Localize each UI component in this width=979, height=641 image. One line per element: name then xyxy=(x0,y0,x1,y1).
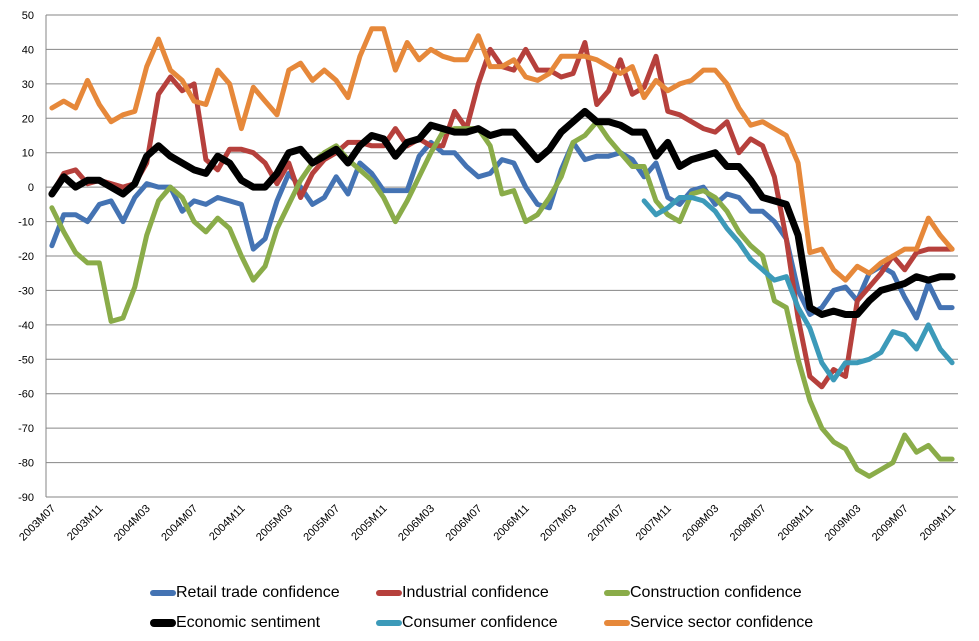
legend-row-1: Retail trade confidence Industrial confi… xyxy=(150,578,850,608)
y-tick-label: -30 xyxy=(18,285,34,297)
legend-swatch-economic xyxy=(150,619,176,627)
x-tick-label: 2007M11 xyxy=(634,503,674,543)
legend-label-service: Service sector confidence xyxy=(630,614,814,631)
y-tick-label: 30 xyxy=(22,79,34,91)
x-tick-label: 2007M07 xyxy=(586,503,627,544)
y-tick-label: -10 xyxy=(18,217,34,229)
legend-label-economic: Economic sentiment xyxy=(176,614,321,631)
x-tick-label: 2008M07 xyxy=(728,503,769,544)
legend-swatch-construction xyxy=(604,590,630,596)
x-tick-label: 2009M03 xyxy=(823,503,864,544)
legend-label-retail: Retail trade confidence xyxy=(176,584,340,601)
x-tick-label: 2004M07 xyxy=(159,503,200,544)
legend-item-retail: Retail trade confidence xyxy=(150,584,376,602)
series-line-economic-sentiment xyxy=(48,107,956,318)
series-line-service-sector-confidence xyxy=(49,26,955,283)
y-tick-label: -50 xyxy=(18,354,34,366)
series-line-construction-confidence xyxy=(49,119,955,479)
legend-item-industrial: Industrial confidence xyxy=(376,584,604,602)
legend-swatch-retail xyxy=(150,590,176,596)
y-tick-label: 10 xyxy=(22,148,34,160)
x-tick-label: 2007M03 xyxy=(538,503,579,544)
x-tick-label: 2004M03 xyxy=(112,503,153,544)
legend-label-consumer: Consumer confidence xyxy=(402,614,558,631)
legend-item-consumer: Consumer confidence xyxy=(376,614,604,632)
y-tick-label: -80 xyxy=(18,458,34,470)
y-tick-label: -20 xyxy=(18,251,34,263)
legend-label-industrial: Industrial confidence xyxy=(402,584,549,601)
x-tick-label: 2006M03 xyxy=(396,503,437,544)
x-tick-label: 2005M07 xyxy=(301,503,342,544)
y-tick-label: 20 xyxy=(22,113,34,125)
legend-swatch-consumer xyxy=(376,620,402,626)
series-line-retail-trade-confidence xyxy=(49,139,955,321)
y-tick-label: -40 xyxy=(18,320,34,332)
x-tick-label: 2008M11 xyxy=(776,503,816,543)
x-tick-label: 2005M03 xyxy=(254,503,295,544)
legend-swatch-industrial xyxy=(376,590,402,596)
y-tick-label: -60 xyxy=(18,389,34,401)
x-tick-label: 2009M07 xyxy=(870,503,911,544)
y-axis-ticks: 50 40 30 20 10 0 -10 -20 -30 -40 -50 -60 -70 -80 -90 xyxy=(18,10,34,504)
x-tick-label: 2006M07 xyxy=(444,503,485,544)
x-axis-ticks: 2003M07 2003M11 2004M03 2004M07 2004M11 2005M… xyxy=(17,503,958,544)
line-chart: 50 40 30 20 10 0 -10 -20 -30 -40 -50 -60 -70 -80 -90 2… xyxy=(17,10,958,544)
x-tick-label: 2009M11 xyxy=(918,503,958,543)
x-tick-label: 2008M03 xyxy=(680,503,721,544)
legend: Retail trade confidence Industrial confi… xyxy=(150,578,850,638)
legend-item-economic: Economic sentiment xyxy=(150,614,376,632)
legend-row-2: Economic sentiment Consumer confidence S… xyxy=(150,608,850,638)
legend-item-construction: Construction confidence xyxy=(604,584,802,602)
series-line-industrial-confidence xyxy=(49,40,955,390)
legend-label-construction: Construction confidence xyxy=(630,584,802,601)
y-tick-label: 0 xyxy=(28,182,34,194)
x-tick-label: 2003M07 xyxy=(17,503,58,544)
series-line-consumer-confidence xyxy=(641,195,955,383)
x-tick-label: 2006M11 xyxy=(491,503,531,543)
x-tick-label: 2005M11 xyxy=(349,503,389,543)
series-lines xyxy=(48,26,956,479)
x-tick-label: 2004M11 xyxy=(207,503,247,543)
y-tick-label: -70 xyxy=(18,423,34,435)
legend-swatch-service xyxy=(604,620,630,626)
y-tick-label: 40 xyxy=(22,44,34,56)
y-tick-label: 50 xyxy=(22,10,34,22)
legend-item-service: Service sector confidence xyxy=(604,614,813,632)
x-tick-label: 2003M11 xyxy=(65,503,105,543)
y-tick-label: -90 xyxy=(18,492,34,504)
